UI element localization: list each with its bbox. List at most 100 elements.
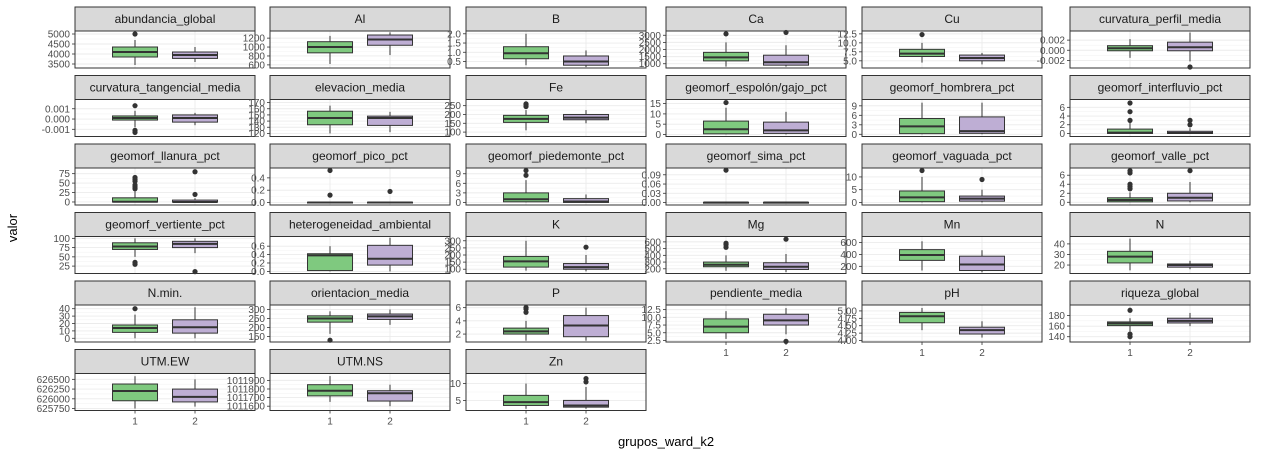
y-tick-label: 2500 xyxy=(639,38,662,49)
box xyxy=(703,120,750,135)
boxplot-p-group-1 xyxy=(503,305,550,341)
box xyxy=(112,383,159,402)
panel-border-utm-ns xyxy=(269,373,451,411)
facet-panel-pendiente-media: pendiente_media 2.55.07.510.012.5 1 2 xyxy=(642,280,847,359)
strip-fe xyxy=(465,75,647,100)
strip-curvatura-tangencial-media xyxy=(74,75,256,100)
boxplot-zn-group-2 xyxy=(563,375,610,409)
y-tick-label: 6 xyxy=(851,111,857,122)
y-tick-label: 0 xyxy=(64,334,70,345)
boxplot-geomorf-hombrera-pct-group-1 xyxy=(899,102,946,135)
strip-label-pendiente-media: pendiente_media xyxy=(710,286,802,300)
panel-border-geomorf-sima-pct xyxy=(665,167,847,206)
box xyxy=(367,390,414,402)
strip-geomorf-valle-pct xyxy=(1069,143,1251,169)
y-tick-label: 12.5 xyxy=(838,29,858,40)
strip-label-geomorf-hombrera-pct: geomorf_hombrera_pct xyxy=(890,81,1015,95)
facet-panel-curvatura-tangencial-media: curvatura_tangencial_media -0.0010.0000.0… xyxy=(42,75,256,137)
y-tick-label: 5.00 xyxy=(838,306,858,317)
y-tick-label: 10 xyxy=(450,379,462,390)
outlier-point xyxy=(723,167,729,173)
y-tick-label: 0 xyxy=(851,130,857,141)
boxplot-geomorf-sima-pct-group-2 xyxy=(763,201,810,204)
x-tick-label: 2 xyxy=(783,348,789,359)
strip-geomorf-pico-pct xyxy=(269,143,451,169)
y-tick-label: 7.5 xyxy=(647,321,661,332)
strip-label-orientacion-media: orientacion_media xyxy=(311,286,409,300)
y-tick-label: 7.5 xyxy=(843,47,857,58)
panel-border-mn xyxy=(861,236,1043,274)
y-tick-label: 0.5 xyxy=(447,57,461,68)
boxplot-elevacion-media-group-2 xyxy=(367,111,414,133)
facet-panel-b: B 0.51.01.52.0 xyxy=(447,6,647,69)
y-tick-label: 6 xyxy=(1059,171,1065,182)
box xyxy=(959,255,1006,272)
boxplot-orientacion-media-group-2 xyxy=(367,309,414,325)
y-tick-label: 0.00 xyxy=(642,198,662,209)
panel-border-geomorf-espol-n-gajo-pct xyxy=(665,99,847,137)
boxplot-utm-ew-group-2 xyxy=(172,379,219,407)
y-tick-label: 200 xyxy=(248,323,265,334)
boxplot-geomorf-vaguada-pct-group-1 xyxy=(899,167,946,203)
outlier-point xyxy=(723,99,729,106)
plot-bg-utm-ns xyxy=(270,373,450,411)
boxplot-geomorf-vertiente-pct-group-2 xyxy=(172,238,219,275)
panel-border-geomorf-hombrera-pct xyxy=(861,99,1043,137)
outlier-point xyxy=(979,176,985,183)
outlier-point xyxy=(327,192,333,198)
boxplot-geomorf-llanura-pct-group-1 xyxy=(112,174,159,203)
boxplot-elevacion-media-group-1 xyxy=(307,105,354,134)
strip-label-k: K xyxy=(552,218,560,232)
y-tick-label: 4 xyxy=(1059,112,1065,123)
y-tick-label: 4.75 xyxy=(838,314,858,325)
boxplot-utm-ew-group-1 xyxy=(112,376,159,409)
boxplot-ca-group-1 xyxy=(703,31,750,67)
y-tick-label: 50 xyxy=(59,179,71,190)
box xyxy=(763,121,810,134)
boxplot-n-group-1 xyxy=(1107,238,1154,271)
boxplot-geomorf-piedemonte-pct-group-1 xyxy=(503,167,550,203)
panel-border-zn xyxy=(465,373,647,411)
outlier-point xyxy=(192,269,198,275)
x-tick-label: 1 xyxy=(1127,348,1133,359)
boxplot-geomorf-vertiente-pct-group-1 xyxy=(112,238,159,267)
outlier-point xyxy=(132,31,138,37)
y-tick-label: 4.50 xyxy=(838,321,858,332)
y-tick-label: 500 xyxy=(644,244,661,255)
y-tick-label: 170 xyxy=(248,98,265,109)
strip-p xyxy=(465,280,647,306)
y-tick-label: 4500 xyxy=(48,40,71,51)
y-tick-label: 10.0 xyxy=(642,313,662,324)
y-tick-label: 1011600 xyxy=(227,402,266,413)
strip-label-geomorf-vertiente-pct: geomorf_vertiente_pct xyxy=(105,218,225,232)
y-tick-label: 140 xyxy=(248,117,265,128)
y-tick-label: 0.6 xyxy=(251,242,265,253)
outlier-point xyxy=(1127,307,1133,313)
y-tick-label: 5 xyxy=(455,396,461,407)
outlier-point xyxy=(327,167,333,174)
y-tick-label: 20 xyxy=(1054,261,1066,272)
panel-border-pendiente-media xyxy=(665,304,847,343)
strip-label-geomorf-piedemonte-pct: geomorf_piedemonte_pct xyxy=(488,149,625,163)
y-tick-label: 2 xyxy=(1059,120,1065,131)
box xyxy=(899,190,946,203)
box xyxy=(503,192,550,203)
panel-border-mg xyxy=(665,236,847,274)
boxplot-geomorf-hombrera-pct-group-2 xyxy=(959,102,1006,135)
panel-border-ca xyxy=(665,30,847,69)
boxplot-n-min-group-1 xyxy=(112,306,159,339)
y-tick-label: 0 xyxy=(455,198,461,209)
box xyxy=(503,394,550,406)
strip-label-geomorf-vaguada-pct: geomorf_vaguada_pct xyxy=(892,149,1012,163)
plot-bg-geomorf-hombrera-pct xyxy=(862,99,1042,137)
facet-panels: abundancia_global3500400045005000Al60080… xyxy=(37,6,1251,428)
outlier-point xyxy=(919,31,925,38)
y-tick-label: 1000 xyxy=(639,59,662,70)
outlier-point xyxy=(723,240,729,246)
y-tick-label: 0.2 xyxy=(251,186,265,197)
